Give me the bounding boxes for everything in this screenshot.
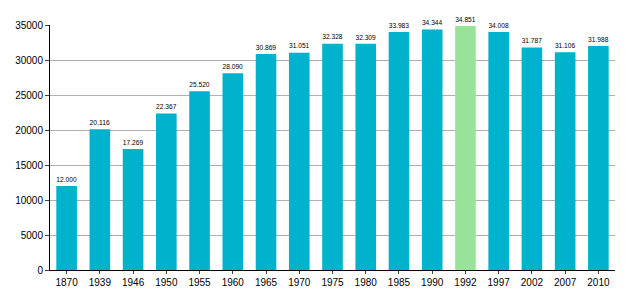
- svg-text:12.000: 12.000: [56, 176, 77, 183]
- svg-text:34.008: 34.008: [488, 22, 509, 29]
- svg-text:2002: 2002: [521, 277, 544, 288]
- svg-text:1980: 1980: [355, 277, 378, 288]
- svg-text:30.869: 30.869: [256, 44, 277, 51]
- svg-text:30000: 30000: [15, 55, 43, 66]
- svg-text:10000: 10000: [15, 195, 43, 206]
- svg-text:31.988: 31.988: [588, 36, 609, 43]
- svg-text:1970: 1970: [288, 277, 311, 288]
- svg-text:1960: 1960: [222, 277, 245, 288]
- svg-text:32.328: 32.328: [322, 33, 343, 40]
- svg-text:31.787: 31.787: [522, 37, 543, 44]
- svg-text:17.269: 17.269: [123, 139, 144, 146]
- svg-text:1955: 1955: [188, 277, 211, 288]
- svg-text:1965: 1965: [255, 277, 278, 288]
- svg-text:1939: 1939: [89, 277, 112, 288]
- svg-text:1992: 1992: [454, 277, 477, 288]
- svg-text:1946: 1946: [122, 277, 145, 288]
- svg-text:1950: 1950: [155, 277, 178, 288]
- svg-text:20000: 20000: [15, 125, 43, 136]
- svg-text:32.309: 32.309: [355, 34, 376, 41]
- svg-text:31.106: 31.106: [555, 42, 576, 49]
- svg-text:15000: 15000: [15, 160, 43, 171]
- svg-text:2007: 2007: [554, 277, 577, 288]
- svg-text:0: 0: [37, 265, 43, 276]
- svg-text:22.367: 22.367: [156, 103, 177, 110]
- svg-text:1975: 1975: [321, 277, 344, 288]
- svg-text:2010: 2010: [587, 277, 610, 288]
- svg-text:20.116: 20.116: [90, 119, 111, 126]
- svg-text:1990: 1990: [421, 277, 444, 288]
- svg-text:1985: 1985: [388, 277, 411, 288]
- svg-text:28.090: 28.090: [223, 63, 244, 70]
- svg-text:25000: 25000: [15, 90, 43, 101]
- svg-text:35000: 35000: [15, 20, 43, 31]
- svg-text:33.983: 33.983: [389, 22, 410, 29]
- svg-text:34.344: 34.344: [422, 19, 443, 26]
- svg-text:31.051: 31.051: [289, 42, 310, 49]
- svg-text:1870: 1870: [55, 277, 78, 288]
- svg-text:25.520: 25.520: [189, 81, 210, 88]
- svg-text:1997: 1997: [488, 277, 511, 288]
- svg-text:34.851: 34.851: [455, 16, 476, 23]
- svg-text:5000: 5000: [21, 230, 44, 241]
